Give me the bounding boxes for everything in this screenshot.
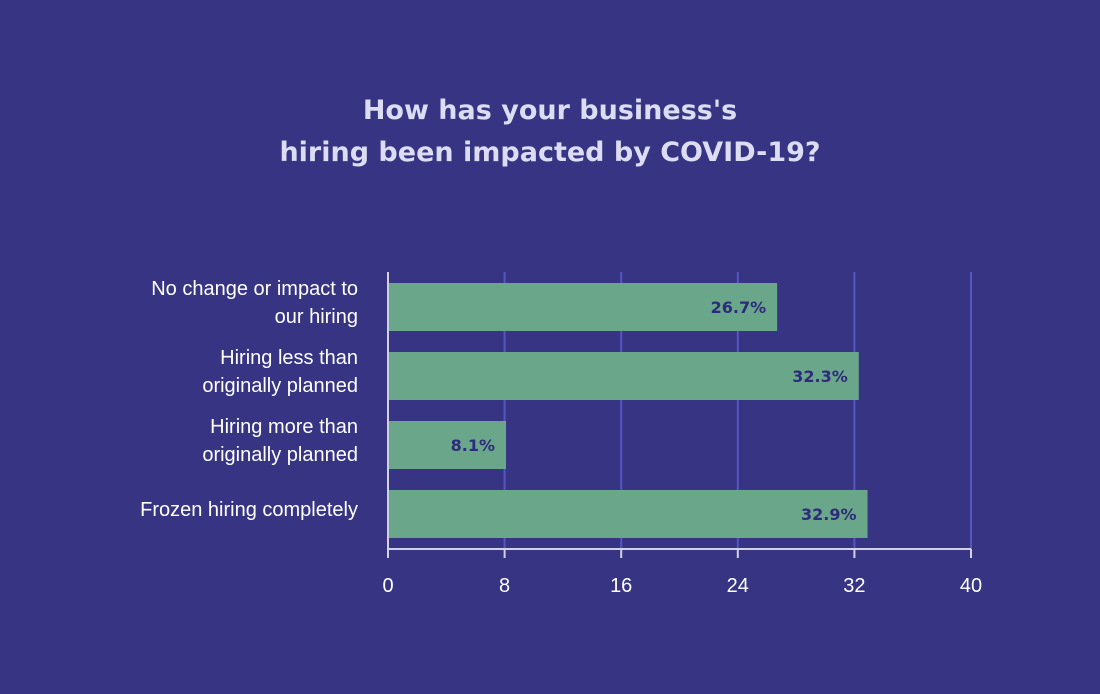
category-label: No change or impact to (151, 278, 358, 300)
x-tick-label: 40 (960, 575, 982, 597)
bar-value-label: 26.7% (711, 298, 767, 317)
bar-value-label: 32.9% (801, 505, 857, 524)
x-tick-label: 16 (610, 575, 632, 597)
chart-title: How has your business's hiring been impa… (0, 90, 1100, 174)
bar (389, 283, 778, 331)
category-label: our hiring (275, 306, 358, 328)
category-label: Frozen hiring completely (140, 499, 358, 521)
x-tick-label: 24 (727, 575, 749, 597)
category-label: originally planned (202, 444, 358, 466)
chart-title-line-2: hiring been impacted by COVID-19? (279, 137, 821, 168)
bar (389, 490, 868, 538)
x-tick-label: 32 (843, 575, 865, 597)
x-tick-label: 8 (499, 575, 510, 597)
category-label: Hiring less than (220, 347, 358, 369)
bar (389, 352, 859, 400)
x-tick-label: 0 (382, 575, 393, 597)
bar-value-label: 8.1% (451, 436, 495, 455)
category-label: originally planned (202, 375, 358, 397)
chart-title-line-1: How has your business's (362, 95, 738, 126)
category-label: Hiring more than (210, 416, 358, 438)
bar (389, 421, 507, 469)
bar-value-label: 32.3% (792, 367, 848, 386)
